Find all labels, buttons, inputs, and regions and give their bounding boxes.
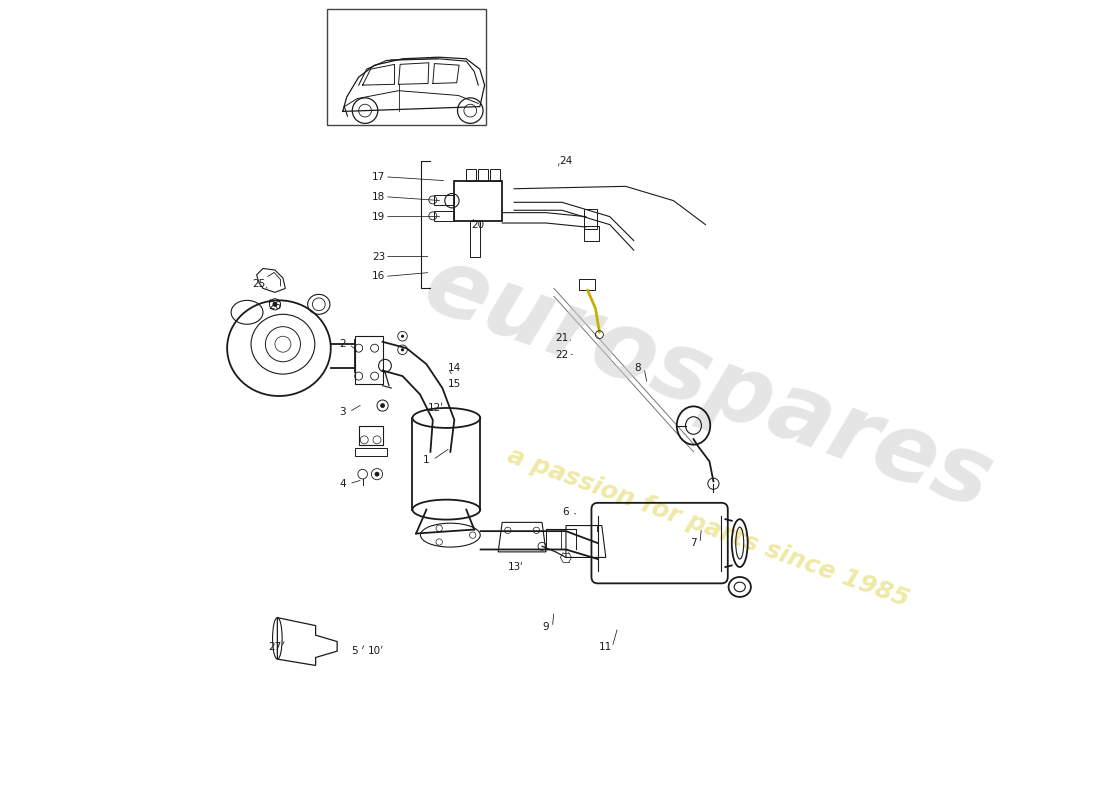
Circle shape bbox=[381, 403, 385, 408]
Bar bbox=[354, 336, 383, 384]
Text: 8: 8 bbox=[635, 363, 641, 373]
Text: eurospares: eurospares bbox=[411, 238, 1004, 530]
Bar bbox=[471, 221, 480, 257]
Text: 5: 5 bbox=[351, 646, 358, 656]
Text: 6: 6 bbox=[562, 506, 570, 517]
Text: 15: 15 bbox=[448, 379, 461, 389]
Bar bbox=[478, 169, 487, 181]
Text: 11: 11 bbox=[600, 642, 613, 652]
Text: 25: 25 bbox=[252, 279, 265, 290]
Text: 2: 2 bbox=[340, 339, 346, 349]
Text: 27: 27 bbox=[268, 642, 282, 652]
Bar bbox=[327, 10, 486, 125]
Text: 4: 4 bbox=[340, 478, 346, 489]
Bar bbox=[434, 211, 454, 221]
Text: 9: 9 bbox=[542, 622, 549, 632]
Bar bbox=[434, 195, 454, 205]
Text: 13: 13 bbox=[507, 562, 520, 573]
Bar bbox=[359, 426, 383, 446]
Bar bbox=[584, 226, 598, 241]
Text: 1: 1 bbox=[424, 454, 430, 465]
Text: 18: 18 bbox=[372, 192, 385, 202]
Circle shape bbox=[400, 334, 404, 338]
Text: 23: 23 bbox=[372, 251, 385, 262]
Text: 16: 16 bbox=[372, 271, 385, 282]
Circle shape bbox=[400, 348, 404, 351]
Text: 3: 3 bbox=[340, 407, 346, 417]
Text: 19: 19 bbox=[372, 212, 385, 222]
Text: 20: 20 bbox=[472, 220, 485, 230]
Text: 26: 26 bbox=[268, 301, 282, 311]
Bar bbox=[580, 279, 595, 290]
Bar bbox=[584, 209, 597, 229]
Text: 12: 12 bbox=[428, 403, 441, 413]
Text: 14: 14 bbox=[448, 363, 461, 373]
Text: 17: 17 bbox=[372, 172, 385, 182]
Text: 10: 10 bbox=[368, 646, 382, 656]
Bar bbox=[354, 448, 386, 456]
Text: 24: 24 bbox=[559, 156, 573, 166]
Bar bbox=[466, 169, 476, 181]
Bar bbox=[491, 169, 499, 181]
Circle shape bbox=[273, 302, 277, 306]
Text: a passion for parts since 1985: a passion for parts since 1985 bbox=[504, 443, 912, 612]
Bar bbox=[454, 181, 503, 221]
Text: 7: 7 bbox=[690, 538, 696, 549]
Text: 22: 22 bbox=[556, 350, 569, 359]
Text: 21: 21 bbox=[556, 333, 569, 343]
Circle shape bbox=[375, 472, 379, 477]
